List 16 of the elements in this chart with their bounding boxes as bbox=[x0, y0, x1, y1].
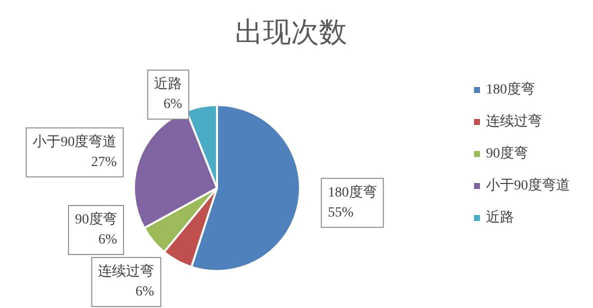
slice-label: 连续过弯 bbox=[98, 264, 154, 280]
data-label: 6% bbox=[164, 97, 183, 112]
data-label: 6% bbox=[136, 284, 155, 300]
legend-label: 180度弯 bbox=[486, 82, 535, 98]
data-label: 55% bbox=[328, 205, 354, 220]
slice-label: 180度弯 bbox=[328, 184, 377, 200]
legend-label: 90度弯 bbox=[486, 146, 528, 162]
slice-label: 小于90度弯道 bbox=[32, 134, 117, 150]
data-label: 6% bbox=[98, 232, 118, 248]
legend-label: 连续过弯 bbox=[486, 114, 542, 130]
chart-title: 出现次数 bbox=[235, 18, 347, 48]
data-label: 27% bbox=[91, 154, 118, 170]
slice-label: 90度弯 bbox=[75, 212, 118, 228]
legend-label: 小于90度弯道 bbox=[486, 178, 570, 194]
slice-label: 近路 bbox=[154, 76, 182, 92]
legend-label: 近路 bbox=[486, 210, 514, 226]
